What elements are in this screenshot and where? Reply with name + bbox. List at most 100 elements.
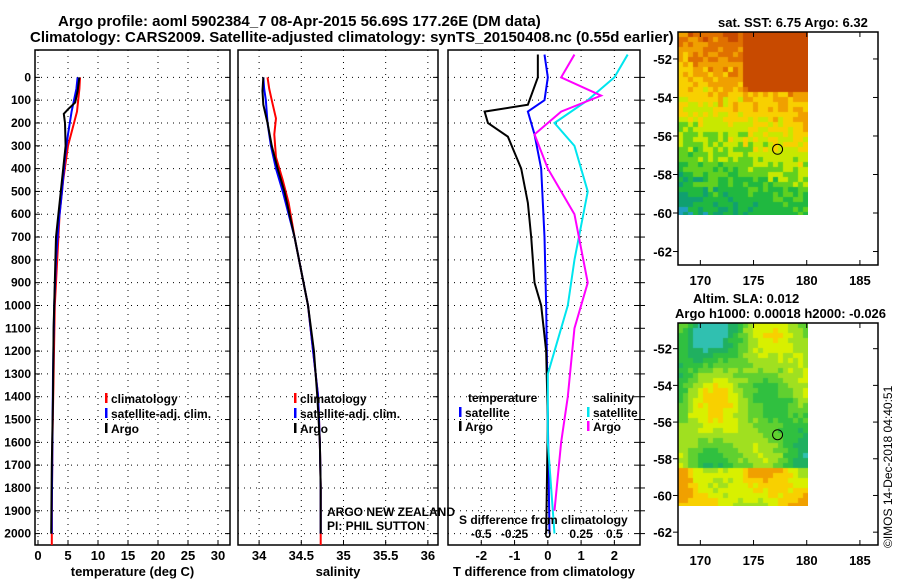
legend-swatch [587, 407, 590, 417]
x-tick-label: 0 [34, 548, 41, 563]
sla-map-title: Altim. SLA: 0.012 [693, 291, 800, 306]
legend-swatch [105, 423, 108, 433]
y-tick-label: 800 [11, 253, 31, 267]
y-tick-label: 1100 [5, 321, 31, 335]
y-tick-label: 900 [11, 276, 31, 290]
y-tick-label: -56 [653, 129, 672, 144]
y-tick-label: 400 [11, 162, 31, 176]
x-tick-label: 180 [796, 553, 818, 568]
x2-axis-label: S difference from climatology [459, 513, 628, 527]
x-tick-label: 10 [91, 548, 105, 563]
x-tick-label: 175 [743, 553, 765, 568]
x2-tick-label: -0.5 [471, 527, 492, 541]
legend-swatch [294, 423, 297, 433]
x-tick-label: 2 [611, 548, 618, 563]
y-tick-label: -56 [653, 415, 672, 430]
sst-map-frame [677, 31, 879, 266]
x-tick-label: 5 [64, 548, 71, 563]
series-line-t-argo [483, 54, 549, 534]
x2-tick-label: -0.25 [501, 527, 529, 541]
y-tick-label: -62 [653, 525, 672, 540]
y-tick-label: 0 [24, 70, 31, 84]
title-line-1: Argo profile: aoml 5902384_7 08-Apr-2015… [58, 13, 541, 30]
legend-swatch [459, 407, 462, 417]
legend-swatch [459, 421, 462, 431]
sla-map-subtitle: Argo h1000: 0.00018 h2000: -0.026 [675, 306, 887, 321]
attribution-text: PI: PHIL SUTTON [327, 519, 425, 533]
y-tick-label: 2000 [4, 527, 31, 541]
y-tick-label: -60 [653, 206, 672, 221]
sst-map-title: sat. SST: 6.75 Argo: 6.32 [718, 15, 868, 30]
y-tick-label: 1200 [4, 344, 31, 358]
sla-map-image [678, 323, 808, 506]
y-tick-label: -52 [653, 342, 672, 357]
y-tick-label: -52 [653, 52, 672, 67]
y-tick-label: -58 [653, 167, 672, 182]
x-tick-label: 180 [796, 273, 818, 288]
argo-position-marker [772, 143, 784, 155]
legend-label: climatology [111, 392, 178, 406]
x2-tick-label: 0 [544, 527, 551, 541]
y-tick-label: -60 [653, 488, 672, 503]
x-axis-label: temperature (deg C) [71, 564, 195, 579]
y-tick-label: -54 [653, 90, 673, 105]
x-tick-label: 170 [689, 553, 711, 568]
legend-title-salinity: salinity [593, 391, 635, 405]
legend-label: Argo [300, 422, 328, 436]
x-axis-label: T difference from climatology [453, 564, 636, 579]
y-tick-label: 1800 [4, 481, 31, 495]
y-tick-label: 700 [11, 230, 31, 244]
y-tick-label: 1300 [4, 367, 31, 381]
y-tick-label: 200 [11, 116, 31, 130]
x2-tick-label: 0.25 [569, 527, 593, 541]
y-tick-label: 1600 [4, 435, 31, 449]
attribution-text: ARGO NEW ZEALAND [327, 505, 455, 519]
legend-label: Argo [465, 420, 493, 434]
x-tick-label: 185 [849, 273, 871, 288]
legend-label: satellite-adj. clim. [111, 407, 211, 421]
sst-map-image [678, 32, 808, 215]
series-line-argo [50, 77, 81, 534]
legend-label: satellite-adj. clim. [300, 407, 400, 421]
y-tick-label: 500 [11, 184, 31, 198]
y-tick-label: 600 [11, 207, 31, 221]
argo-position-marker [772, 429, 784, 441]
legend-title-temperature: temperature [468, 391, 538, 405]
x-tick-label: 35.5 [373, 548, 398, 563]
x-tick-label: 30 [211, 548, 225, 563]
y-tick-label: 1700 [4, 458, 31, 472]
series-line-s-argo [533, 54, 604, 511]
x-tick-label: 185 [849, 553, 871, 568]
x-tick-label: 1 [577, 548, 584, 563]
legend-swatch [105, 408, 108, 418]
x-tick-label: 35 [336, 548, 350, 563]
series-line-climatology [266, 77, 322, 545]
legend-swatch [587, 421, 590, 431]
x-tick-label: 25 [181, 548, 195, 563]
y-tick-label: -58 [653, 452, 672, 467]
x-tick-label: -1 [509, 548, 521, 563]
x-tick-label: 15 [121, 548, 135, 563]
y-tick-label: -54 [653, 378, 673, 393]
x-tick-label: 34 [252, 548, 267, 563]
y-tick-label: -62 [653, 245, 672, 260]
y-tick-label: 1000 [4, 298, 31, 312]
x-tick-label: -2 [475, 548, 487, 563]
legend-label: satellite [593, 406, 638, 420]
plot-frame-difference [447, 49, 641, 546]
legend-label: climatology [300, 392, 367, 406]
y-tick-label: 1400 [4, 390, 31, 404]
y-tick-label: 1900 [4, 504, 31, 518]
x-tick-label: 170 [689, 273, 711, 288]
plot-frame-salinity [237, 49, 439, 546]
x-tick-label: 36 [421, 548, 435, 563]
x-tick-label: 34.5 [289, 548, 314, 563]
plot-frame-temperature [34, 49, 231, 546]
series-line-argo [261, 77, 322, 534]
sla-map-frame [677, 322, 879, 546]
y-tick-label: 300 [11, 139, 31, 153]
legend-label: Argo [593, 420, 621, 434]
x2-tick-label: 0.5 [606, 527, 623, 541]
x-axis-label: salinity [316, 564, 362, 579]
